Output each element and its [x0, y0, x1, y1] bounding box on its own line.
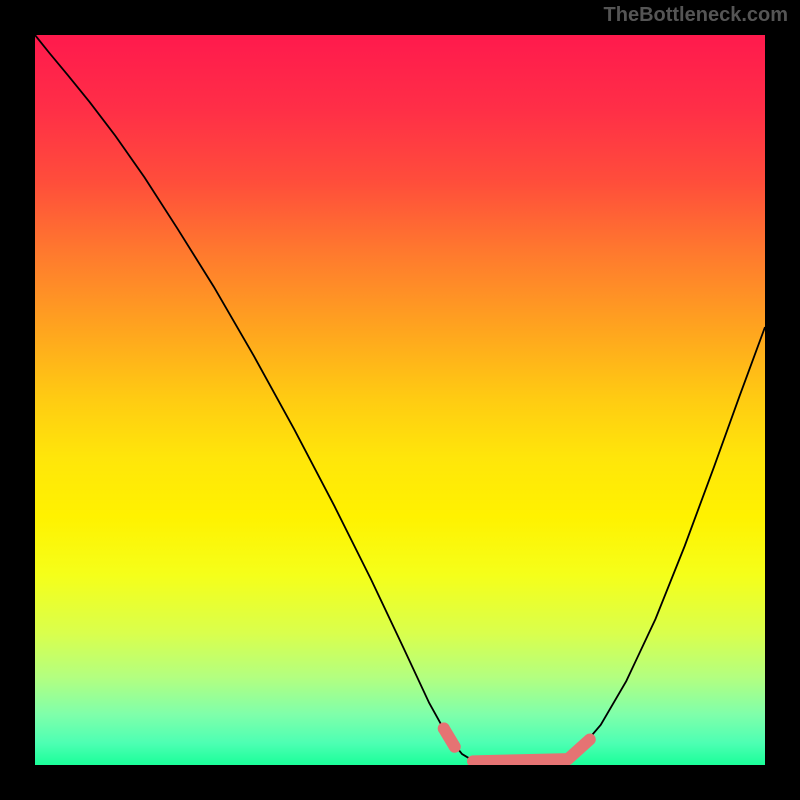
chart-svg	[35, 35, 765, 765]
chart-container: { "watermark": { "text": "TheBottleneck.…	[0, 0, 800, 800]
plot-area	[35, 35, 765, 765]
highlight-segment	[473, 759, 568, 761]
highlight-segment	[568, 739, 590, 759]
bottleneck-curve	[35, 35, 765, 765]
watermark-text: TheBottleneck.com	[604, 4, 788, 27]
